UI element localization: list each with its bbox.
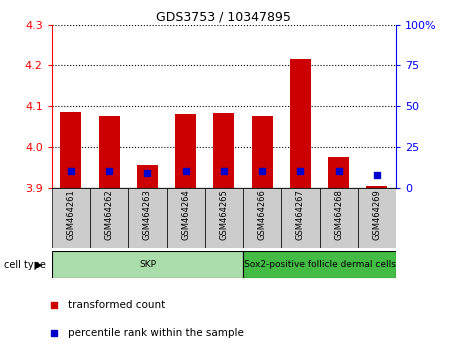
Bar: [213, 113, 234, 188]
Text: GSM464264: GSM464264: [181, 189, 190, 240]
Bar: [52, 251, 243, 278]
Bar: [366, 185, 387, 188]
Text: percentile rank within the sample: percentile rank within the sample: [68, 327, 244, 338]
Text: GSM464262: GSM464262: [104, 189, 113, 240]
Bar: [252, 116, 273, 188]
Bar: [205, 188, 243, 248]
Text: GSM464267: GSM464267: [296, 189, 305, 240]
Bar: [281, 188, 320, 248]
Title: GDS3753 / 10347895: GDS3753 / 10347895: [157, 11, 291, 24]
Bar: [358, 188, 396, 248]
Text: GSM464269: GSM464269: [373, 189, 382, 240]
Text: GSM464268: GSM464268: [334, 189, 343, 240]
Text: Sox2-positive follicle dermal cells: Sox2-positive follicle dermal cells: [243, 260, 396, 269]
Bar: [243, 188, 281, 248]
Text: GSM464261: GSM464261: [67, 189, 76, 240]
Bar: [128, 188, 166, 248]
Bar: [99, 116, 120, 188]
Bar: [243, 251, 396, 278]
Bar: [175, 114, 196, 188]
Bar: [328, 157, 349, 188]
Bar: [290, 59, 311, 188]
Bar: [52, 188, 90, 248]
Text: cell type: cell type: [4, 259, 46, 270]
Text: ▶: ▶: [35, 259, 43, 270]
Bar: [90, 188, 128, 248]
Text: transformed count: transformed count: [68, 299, 165, 310]
Text: GSM464266: GSM464266: [257, 189, 266, 240]
Text: GSM464263: GSM464263: [143, 189, 152, 240]
Text: SKP: SKP: [139, 260, 156, 269]
Bar: [320, 188, 358, 248]
Text: GSM464265: GSM464265: [220, 189, 228, 240]
Bar: [166, 188, 205, 248]
Bar: [60, 112, 81, 188]
Bar: [137, 165, 158, 188]
